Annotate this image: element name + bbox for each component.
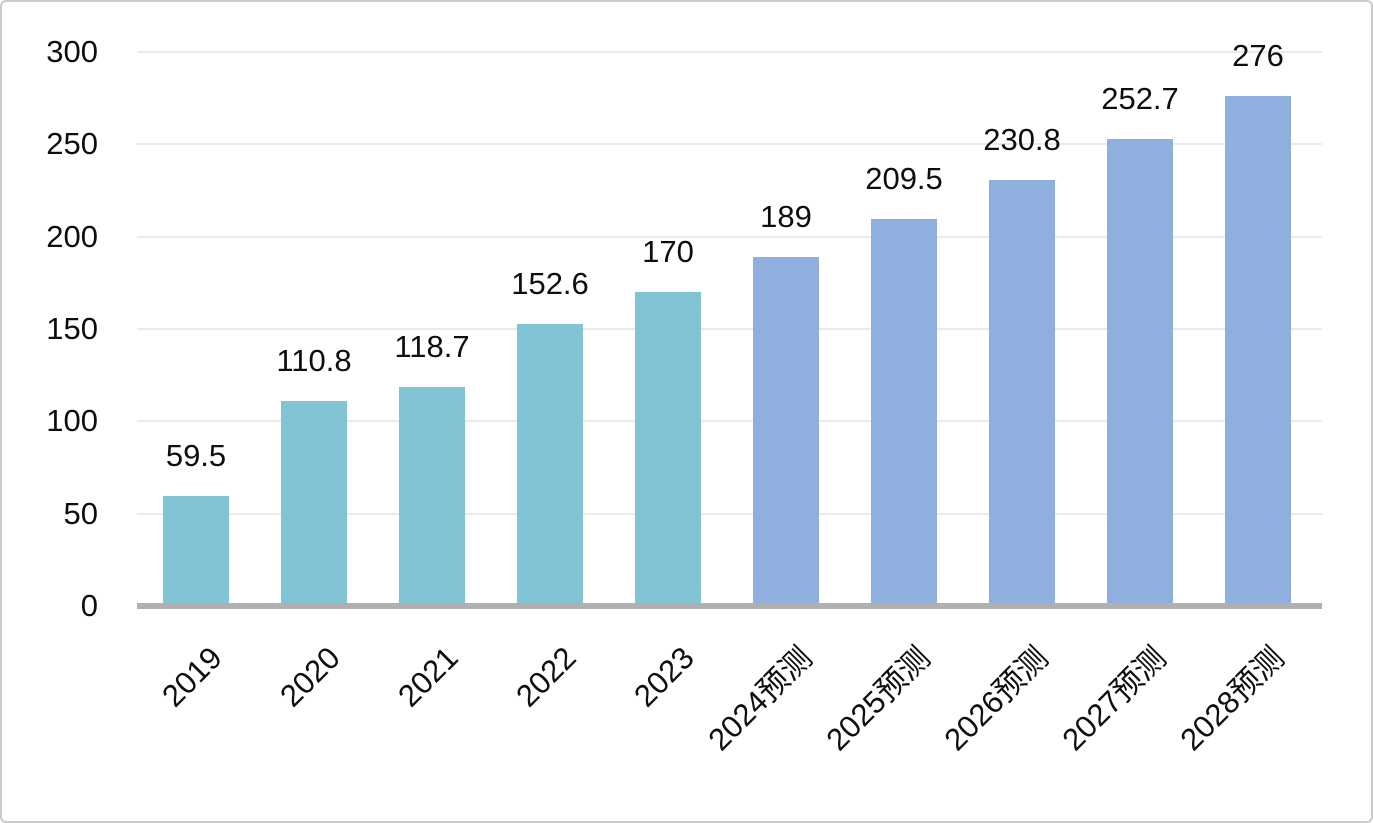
gridline-250 [137, 143, 1322, 146]
data-label-2028预测: 276 [1232, 38, 1284, 74]
x-tick-label-2021: 2021 [391, 640, 465, 714]
data-label-2020: 110.8 [276, 343, 352, 379]
bar-2025预测 [871, 219, 937, 606]
gridline-300 [137, 51, 1322, 53]
x-tick-label-2019: 2019 [155, 640, 229, 714]
x-tick-label-2025预测: 2025预测 [819, 640, 937, 758]
y-tick-label-300: 300 [46, 34, 98, 69]
x-tick-label-2028预测: 2028预测 [1173, 640, 1291, 758]
data-label-2019: 59.5 [165, 438, 227, 474]
bar-2024预测 [753, 256, 819, 606]
x-tick-label-2022: 2022 [509, 640, 583, 714]
gridline-150 [137, 328, 1322, 330]
y-tick-label-250: 250 [46, 126, 98, 162]
data-label-2026预测: 230.8 [983, 121, 1061, 157]
data-label-2025预测: 209.5 [865, 161, 943, 197]
y-tick-label-0: 0 [80, 588, 98, 623]
x-tick-label-2023: 2023 [627, 640, 701, 714]
bar-2019 [163, 496, 229, 606]
data-label-2027预测: 252.7 [1101, 81, 1179, 117]
gridline-100 [137, 420, 1322, 423]
plot-area [137, 51, 1322, 606]
bar-2027预测 [1107, 139, 1173, 606]
x-axis-line [137, 603, 1322, 609]
bar-2023 [635, 292, 701, 606]
y-tick-label-50: 50 [63, 495, 98, 531]
bar-2026预测 [989, 179, 1055, 606]
data-label-2021: 118.7 [394, 328, 470, 364]
bar-2021 [399, 386, 465, 606]
gridline-200 [137, 235, 1322, 238]
x-tick-label-2020: 2020 [273, 640, 347, 714]
y-tick-label-100: 100 [46, 403, 98, 439]
y-tick-label-150: 150 [46, 311, 98, 346]
data-label-2022: 152.6 [511, 266, 589, 302]
gridline-50 [137, 512, 1322, 515]
y-tick-label-200: 200 [46, 218, 98, 254]
data-label-2024预测: 189 [760, 198, 812, 234]
data-label-2023: 170 [642, 234, 694, 270]
x-tick-label-2027预测: 2027预测 [1055, 640, 1173, 758]
x-tick-label-2026预测: 2026预测 [937, 640, 1055, 758]
bar-2022 [517, 324, 583, 606]
bar-2028预测 [1225, 96, 1291, 606]
bar-2020 [281, 401, 347, 606]
x-tick-label-2024预测: 2024预测 [701, 640, 819, 758]
